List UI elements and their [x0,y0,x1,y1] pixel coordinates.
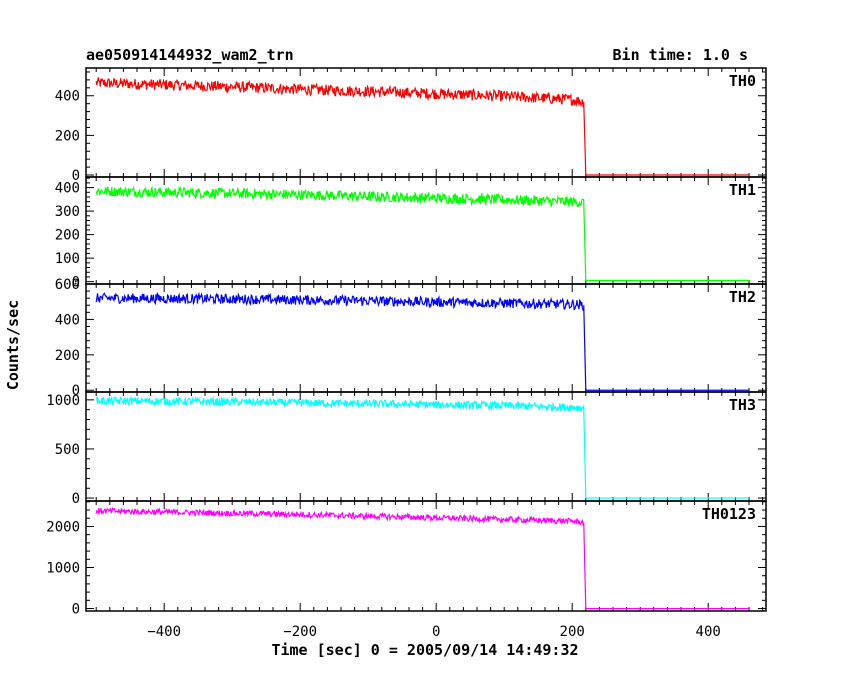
channel-label-th1: TH1 [729,181,756,199]
y-tick-label: 100 [55,251,80,267]
y-tick-label: 200 [55,228,80,244]
panels-group: 0 200 400 TH0 0 100 200 300 400 TH1 0 200 400 600 TH2 0… [46,67,767,640]
y-tick-label: 400 [55,181,80,197]
channel-label-th3: TH3 [729,396,756,414]
series-line-th0123 [95,506,749,610]
series-line-th3 [95,395,749,499]
y-tick-label: 600 [55,277,80,293]
y-tick-label: 400 [55,89,80,105]
y-tick-label: 0 [72,602,80,618]
x-axis-label: Time [sec] 0 = 2005/09/14 14:49:32 [271,641,578,659]
y-tick-label: 0 [72,168,80,184]
channel-label-th2: TH2 [729,288,756,306]
series-line-th1 [95,185,749,282]
y-tick-label: 500 [55,442,80,458]
panel-frame [85,391,767,502]
panel-frame [85,500,767,612]
y-tick-label: 0 [72,275,80,291]
y-tick-label: 400 [55,312,80,328]
y-tick-label: 1000 [46,560,80,576]
y-tick-label: 0 [72,383,80,399]
y-tick-label: 0 [72,491,80,507]
chart-title: ae050914144932_wam2_trn [86,46,294,64]
channel-label-th0123: TH0123 [702,505,756,523]
series-line-th0 [95,77,749,176]
channel-label-th0: TH0 [729,72,756,90]
x-tick-label: 400 [696,624,721,640]
y-axis-label: Counts/sec [4,300,22,390]
y-tick-label: 1000 [46,393,80,409]
y-tick-label: 200 [55,128,80,144]
x-tick-label: 0 [432,624,440,640]
series-line-th2 [95,291,749,391]
y-tick-label: 300 [55,204,80,220]
panel-frame [85,176,767,285]
bin-time-label: Bin time: 1.0 s [613,46,748,64]
x-tick-label: −200 [283,624,317,640]
y-tick-label: 2000 [46,519,80,535]
x-tick-label: 200 [560,624,585,640]
x-tick-label: −400 [147,624,181,640]
y-tick-label: 200 [55,348,80,364]
